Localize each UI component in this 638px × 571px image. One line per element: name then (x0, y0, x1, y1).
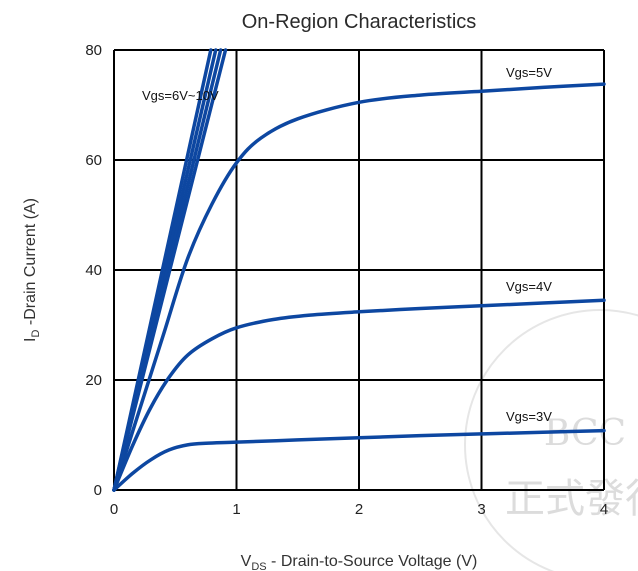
x-tick-label: 0 (110, 501, 118, 518)
y-tick-label: 0 (94, 482, 102, 499)
label-vgs-4: Vgs=4V (506, 279, 552, 294)
watermark-line2: 正式發行 (505, 476, 638, 522)
label-vgs-6-10: Vgs=6V~10V (142, 88, 219, 103)
y-tick-label: 80 (85, 42, 102, 59)
y-tick-label: 60 (85, 152, 102, 169)
grid (113, 49, 605, 491)
curves (112, 48, 606, 492)
series-line-vgs-6-10-3 (112, 48, 228, 492)
x-axis-label-sub: DS (251, 561, 266, 571)
y-tick-label: 20 (85, 372, 102, 389)
series-line-2 (112, 428, 606, 492)
series-line-0 (112, 82, 606, 492)
x-tick-label: 4 (600, 501, 608, 518)
x-axis-label: VDS - Drain-to-Source Voltage (V) (241, 553, 478, 571)
x-axis-label-rest: - Drain-to-Source Voltage (V) (267, 553, 478, 570)
series-line-1 (112, 298, 606, 492)
x-tick-label: 1 (232, 501, 240, 518)
x-tick-label: 3 (477, 501, 485, 518)
y-axis-label-main: I (22, 338, 39, 342)
x-tick-label: 2 (355, 501, 363, 518)
chart-title: On-Region Characteristics (242, 11, 477, 33)
y-axis-label: ID -Drain Current (A) (22, 198, 42, 342)
y-tick-labels: 0 20 40 60 80 (85, 42, 102, 499)
x-tick-labels: 0 1 2 3 4 (110, 501, 608, 518)
y-tick-label: 40 (85, 262, 102, 279)
watermark: BCC 正式發行 (464, 309, 638, 571)
y-axis-label-sub: D (30, 330, 42, 338)
x-axis-label-main: V (241, 553, 252, 570)
y-axis-label-rest: -Drain Current (A) (22, 198, 39, 330)
label-vgs-5: Vgs=5V (506, 65, 552, 80)
label-vgs-3: Vgs=3V (506, 409, 552, 424)
